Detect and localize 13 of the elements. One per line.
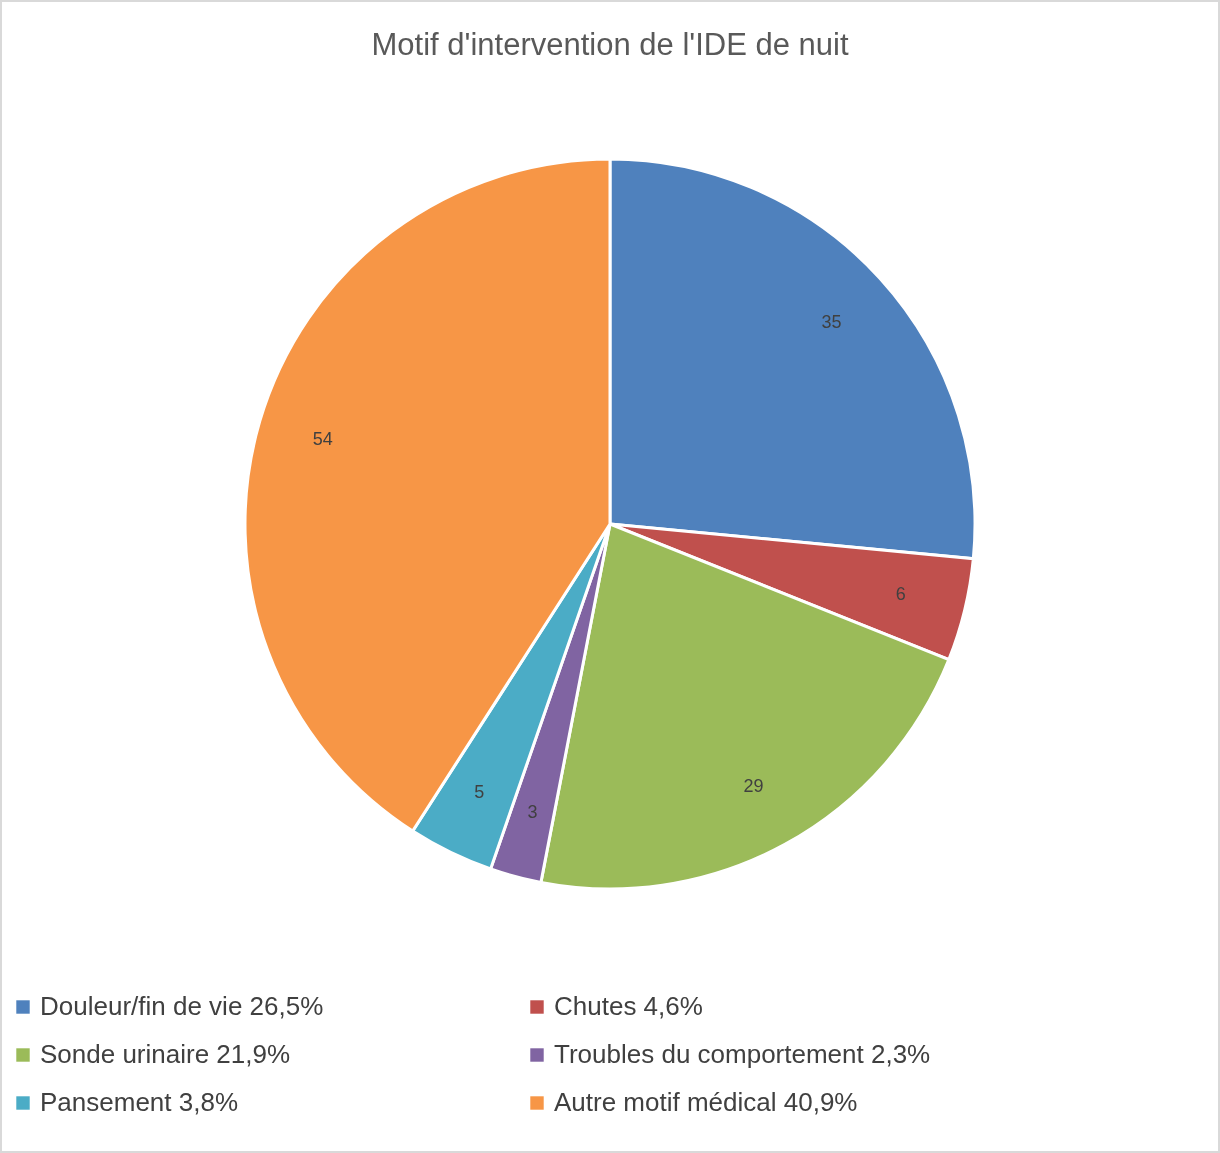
data-label: 54 <box>312 428 333 449</box>
data-label: 3 <box>527 802 538 823</box>
legend-label: Pansement 3,8% <box>40 1087 239 1117</box>
legend-label: Chutes 4,6% <box>554 991 703 1021</box>
chart-title: Motif d'intervention de l'IDE de nuit <box>371 27 849 62</box>
data-label: 5 <box>474 782 485 803</box>
legend-label: Sonde urinaire 21,9% <box>40 1039 291 1069</box>
legend-label: Autre motif médical 40,9% <box>554 1087 858 1117</box>
data-label: 29 <box>743 775 764 796</box>
legend-label: Douleur/fin de vie 26,5% <box>40 991 324 1021</box>
data-label: 6 <box>895 583 906 604</box>
legend-label: Troubles du comportement 2,3% <box>554 1039 931 1069</box>
data-label: 35 <box>821 311 842 332</box>
